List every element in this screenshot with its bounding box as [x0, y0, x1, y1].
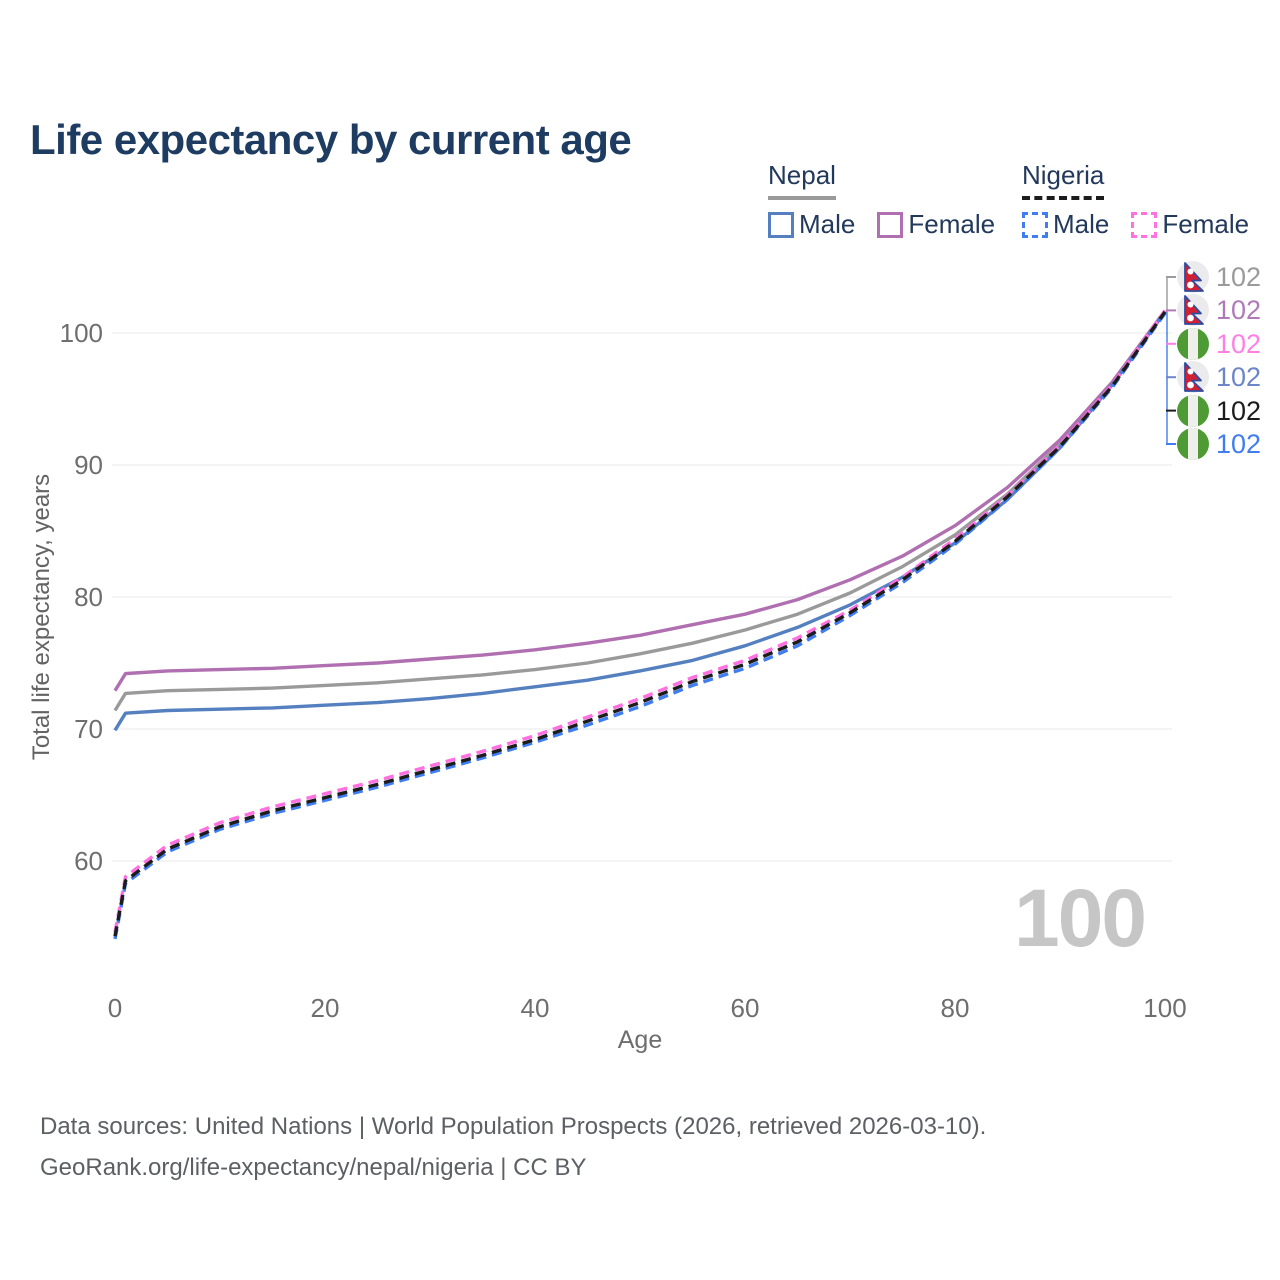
legend-item-label: Female: [1162, 209, 1250, 239]
nepal-male-swatch: [768, 211, 794, 238]
x-tick-label: 80: [941, 993, 970, 1023]
end-label-row-nigeria-both-sexes[interactable]: 102: [1177, 394, 1262, 427]
nigeria-female-swatch: [1131, 211, 1158, 238]
end-label-row-nepal-male[interactable]: 102: [1177, 361, 1262, 394]
y-tick-label: 100: [60, 318, 103, 348]
end-label-value: 102: [1216, 429, 1262, 459]
legend-group-nigeria: Nigeria Male Female: [1022, 160, 1249, 240]
end-label-value: 102: [1216, 328, 1262, 359]
nepal-flag-icon: [1177, 261, 1209, 293]
end-label-row-nepal-both-sexes[interactable]: 102: [1177, 261, 1261, 293]
y-tick-label: 80: [74, 582, 103, 612]
nigeria-flag-icon: [1177, 428, 1209, 460]
end-label-row-nigeria-female[interactable]: 102: [1177, 327, 1262, 360]
legend-item-label: Male: [1053, 209, 1110, 239]
legend-item-label: Male: [799, 209, 856, 239]
age-watermark: 100: [1014, 873, 1147, 964]
x-tick-label: 60: [731, 993, 760, 1023]
legend-item-nigeria-male[interactable]: Male: [1022, 209, 1109, 240]
nepal-flag-icon: [1177, 361, 1209, 394]
end-label-row-nigeria-male[interactable]: 102: [1177, 428, 1261, 460]
series-line-nigeria-both-sexes[interactable]: [113, 310, 1167, 937]
y-tick-label: 60: [74, 846, 103, 876]
end-label-row-nepal-female[interactable]: 102: [1177, 294, 1262, 327]
nepal-flag-icon: [1177, 294, 1209, 327]
x-tick-label: 0: [108, 993, 122, 1023]
y-axis-title: Total life expectancy, years: [28, 473, 55, 761]
y-tick-label: 90: [74, 450, 103, 480]
legend-item-nepal-female[interactable]: Female: [877, 209, 995, 240]
x-axis-title: Age: [617, 1026, 663, 1054]
legend-item-label: Female: [908, 209, 996, 239]
series-line-nigeria-female[interactable]: [113, 309, 1167, 933]
nigeria-flag-icon: [1177, 394, 1209, 427]
series-line-nigeria-male[interactable]: [113, 312, 1167, 940]
legend-country-nepal[interactable]: Nepal: [768, 160, 836, 200]
legend-country-nigeria[interactable]: Nigeria: [1022, 160, 1105, 200]
x-tick-label: 100: [1143, 993, 1186, 1023]
end-label-value: 102: [1216, 262, 1262, 292]
x-tick-label: 40: [521, 993, 550, 1023]
attribution-line: GeoRank.org/life-expectancy/nepal/nigeri…: [40, 1154, 587, 1181]
series-line-nepal-both-sexes[interactable]: [113, 310, 1167, 712]
nigeria-male-swatch: [1022, 211, 1048, 238]
nigeria-flag-icon: [1177, 327, 1209, 360]
nepal-female-swatch: [877, 211, 904, 238]
legend-group-nepal: Nepal Male Female: [768, 160, 995, 240]
x-tick-label: 20: [311, 993, 340, 1023]
page-title: Life expectancy by current age: [30, 116, 632, 164]
end-label-value: 102: [1216, 362, 1262, 393]
source-note: Data sources: United Nations | World Pop…: [40, 1106, 986, 1188]
legend-item-nepal-male[interactable]: Male: [768, 209, 855, 240]
end-label-value: 102: [1216, 295, 1262, 326]
end-label-value: 102: [1216, 395, 1262, 426]
legend-item-nigeria-female[interactable]: Female: [1131, 209, 1249, 240]
source-line: Data sources: United Nations | World Pop…: [40, 1113, 987, 1140]
series-line-nepal-female[interactable]: [113, 309, 1167, 692]
y-tick-label: 70: [74, 714, 103, 744]
